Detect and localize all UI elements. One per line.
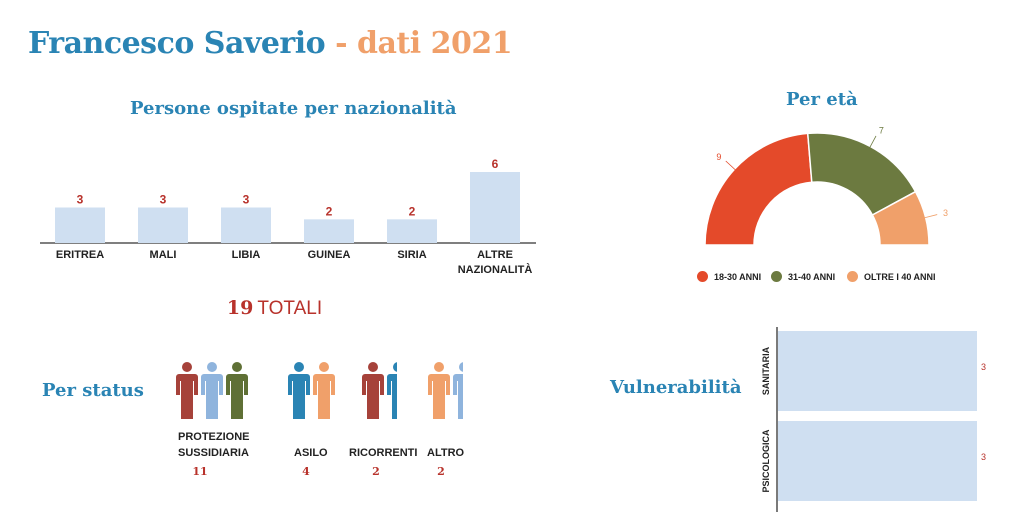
slice-value-label: 9 [716,152,721,162]
status-label: RICORRENTI [349,447,418,459]
status-icon-group [362,362,397,419]
slice-value-label: 3 [943,208,948,218]
person-icon [288,362,310,419]
pie-slice [871,190,930,246]
status-icon-group [176,362,248,419]
x-tick-label: MALI [150,249,177,261]
bar-value-label: 3 [77,193,84,207]
y-tick-label: SANITARIA [761,346,771,395]
person-icon [226,362,248,419]
person-icon [176,362,198,419]
bar [221,207,271,243]
legend-label: 31-40 ANNI [788,271,836,282]
bar [778,331,977,411]
person-icon [428,362,450,419]
bar [55,207,105,243]
totals-label: 19 TOTALI [0,297,549,320]
legend-item: OLTRE I 40 ANNI [847,271,936,282]
totals-number: 19 [226,297,254,319]
bar-value-label: 2 [326,204,333,218]
bar-value-label: 2 [409,204,416,218]
x-tick-label: LIBIA [232,249,261,261]
status-count: 4 [302,465,310,478]
legend-swatch [697,271,708,282]
status-section-title: Per status [42,380,144,401]
page-title: Francesco Saverio - dati 2021 [28,26,513,61]
totals-text: TOTALI [257,298,323,319]
person-icon [201,362,223,419]
status-icon-group [288,362,335,419]
bar-value-label: 3 [160,193,167,207]
x-tick-label: ERITREA [56,249,104,261]
legend-label: OLTRE I 40 ANNI [864,271,936,282]
legend-label: 18-30 ANNI [714,271,762,282]
bar-value-label: 3 [981,362,986,372]
person-icon [387,362,397,419]
legend-swatch [771,271,782,282]
slice-leader-line [923,214,938,219]
slice-leader-line [725,160,737,171]
status-label: ASILO [294,447,328,459]
bar [470,172,520,243]
status-icon-group [428,362,463,419]
status-label: ALTRO [427,447,465,459]
bar-value-label: 3 [243,193,250,207]
bar [387,219,437,243]
slice-value-label: 7 [879,126,884,136]
title-name: Francesco Saverio [28,26,326,61]
legend-item: 18-30 ANNI [697,271,761,282]
vulnerability-section-title: Vulnerabilità [610,377,742,398]
person-icon [362,362,384,419]
bar-value-label: 6 [492,157,499,171]
status-count: 2 [372,465,380,478]
title-year: dati 2021 [356,26,513,61]
legend-swatch [847,271,858,282]
bar [304,219,354,243]
status-label: PROTEZIONE SUSSIDIARIA [178,431,250,459]
legend-item: 31-40 ANNI [771,271,835,282]
person-icon [453,362,463,419]
slice-leader-line [869,135,877,149]
nationality-chart-title: Persone ospitate per nazionalità [130,98,457,119]
x-tick-label: NAZIONALITÀ [458,263,533,276]
bar [778,421,977,501]
x-tick-label: ALTRE [477,249,513,261]
status-count: 11 [192,465,208,478]
y-tick-label: PSICOLOGICA [761,429,771,493]
title-separator: - [335,26,348,61]
bar [138,207,188,243]
bar-value-label: 3 [981,452,986,462]
age-chart-title: Per età [786,89,858,110]
x-tick-label: SIRIA [397,249,426,261]
person-icon [313,362,335,419]
x-tick-label: GUINEA [308,249,351,261]
status-count: 2 [437,465,445,478]
